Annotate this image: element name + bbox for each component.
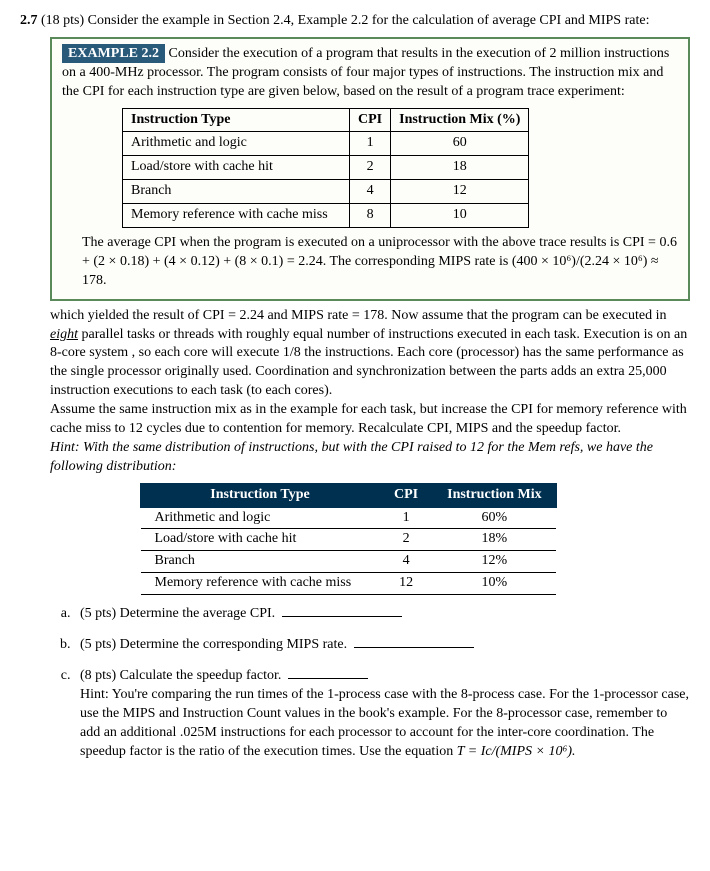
question-header: 2.7 (18 pts) Consider the example in Sec… [20, 12, 690, 31]
th-type: Instruction Type [123, 108, 350, 132]
th-mix: Instruction Mix (%) [391, 108, 529, 132]
blank-a [282, 616, 402, 617]
sub-a: (5 pts) Determine the average CPI. [74, 605, 690, 624]
example-label: EXAMPLE 2.2 [62, 44, 165, 63]
table-row: Memory reference with cache miss 12 10% [141, 573, 557, 595]
table-row: Branch 4 12 [123, 180, 529, 204]
distribution-table: Instruction Type CPI Instruction Mix Ari… [140, 483, 557, 595]
body-paragraph-2: Assume the same instruction mix as in th… [50, 401, 690, 439]
question-points: (18 pts) [41, 13, 84, 28]
table-row: Load/store with cache hit 2 18% [141, 529, 557, 551]
example-head: EXAMPLE 2.2 Consider the execution of a … [62, 45, 678, 102]
body-paragraph-1: which yielded the result of CPI = 2.24 a… [50, 307, 690, 477]
question-intro: Consider the example in Section 2.4, Exa… [88, 13, 650, 28]
th2-cpi: CPI [380, 483, 433, 507]
th2-mix: Instruction Mix [433, 483, 557, 507]
sub-c-hint: Hint: You're comparing the run times of … [80, 687, 689, 759]
sub-c: (8 pts) Calculate the speedup factor. Hi… [74, 667, 690, 761]
question-number: 2.7 [20, 13, 38, 28]
table-row: Arithmetic and logic 1 60% [141, 507, 557, 529]
table-row: Arithmetic and logic 1 60 [123, 132, 529, 156]
example-calc: The average CPI when the program is exec… [82, 234, 678, 291]
sub-b: (5 pts) Determine the corresponding MIPS… [74, 636, 690, 655]
body-hint: Hint: With the same distribution of inst… [50, 439, 690, 477]
table-row: Load/store with cache hit 2 18 [123, 156, 529, 180]
example-table: Instruction Type CPI Instruction Mix (%)… [122, 108, 529, 228]
th-cpi: CPI [350, 108, 391, 132]
blank-c [288, 678, 368, 679]
sub-c-eq: T = Ic/(MIPS × 10⁶). [457, 744, 576, 759]
table-row: Branch 4 12% [141, 551, 557, 573]
blank-b [354, 647, 474, 648]
th2-type: Instruction Type [141, 483, 380, 507]
table-row: Memory reference with cache miss 8 10 [123, 204, 529, 228]
eight-underline: eight [50, 327, 78, 342]
example-box: EXAMPLE 2.2 Consider the execution of a … [50, 37, 690, 301]
sub-questions: (5 pts) Determine the average CPI. (5 pt… [50, 605, 690, 761]
